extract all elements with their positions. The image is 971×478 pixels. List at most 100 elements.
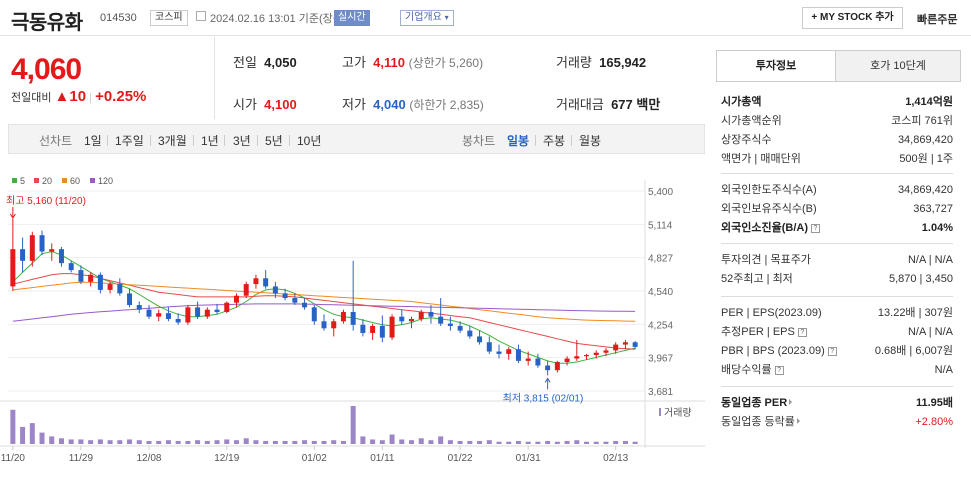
company-overview-dropdown[interactable]: 기업개요 ▾ xyxy=(400,10,454,26)
y-tick-label: 5,400 xyxy=(648,187,673,198)
stat-amount: 거래대금 677 백만 xyxy=(556,94,660,113)
realtime-badge[interactable]: 실시간 xyxy=(334,10,370,26)
info-value: 0.68배 | 6,007원 xyxy=(875,342,953,361)
help-icon[interactable]: ? xyxy=(811,224,820,233)
candle-body xyxy=(185,307,191,323)
info-row: 시가총액순위 코스피 761위 xyxy=(721,112,953,131)
candle-body xyxy=(20,249,26,261)
side-tabs: 투자정보 호가 10단계 xyxy=(716,50,961,82)
volume-bar xyxy=(350,406,356,444)
volume-bar xyxy=(525,441,531,444)
volume-bar xyxy=(165,440,171,444)
stat-lower-limit: (하한가 2,835) xyxy=(409,98,484,112)
current-price: 4,060 xyxy=(11,53,82,86)
info-key-text: 시가총액순위 xyxy=(721,115,782,127)
info-key: 동일업종 PER xyxy=(721,394,793,413)
volume-bar xyxy=(574,440,580,444)
y-tick-label: 5,114 xyxy=(648,220,673,231)
candle-chart-label[interactable]: 봉차트 xyxy=(462,134,496,148)
x-tick-label: 01/11 xyxy=(370,453,395,464)
line-chart-label[interactable]: 선차트 xyxy=(39,134,73,148)
tab-1w[interactable]: 1주일 xyxy=(115,134,144,148)
tab-daily[interactable]: 일봉 xyxy=(507,134,530,148)
volume-bar xyxy=(146,440,152,444)
info-value: 34,869,420 xyxy=(898,131,953,150)
volume-bar xyxy=(175,440,181,444)
chart-period-tabs: 선차트 1일 1주일 3개월 1년 3년 5년 10년 봉차트 일봉 주봉 월봉 xyxy=(8,124,705,154)
tab-10y[interactable]: 10년 xyxy=(297,134,322,148)
help-icon[interactable]: ? xyxy=(774,366,784,375)
stat-low: 저가 4,040 (하한가 2,835) xyxy=(342,94,484,113)
candle-body xyxy=(49,249,55,252)
divider xyxy=(721,243,953,244)
legend-swatch xyxy=(62,178,67,183)
change-percent: +0.25% xyxy=(95,88,147,105)
tab-1d[interactable]: 1일 xyxy=(84,134,102,148)
info-key-text: 외국인한도주식수(A) xyxy=(721,184,817,196)
info-key: 액면가 | 매매단위 xyxy=(721,150,801,169)
stat-volume: 거래량 165,942 xyxy=(556,52,646,71)
tab-weekly[interactable]: 주봉 xyxy=(543,134,566,148)
volume-bar xyxy=(195,440,201,444)
candle-body xyxy=(613,344,619,351)
candle-body xyxy=(175,318,181,323)
x-tick-label: 11/29 xyxy=(69,453,94,464)
tab-3y[interactable]: 3년 xyxy=(233,134,251,148)
tab-3m[interactable]: 3개월 xyxy=(158,134,187,148)
info-row: 52주최고 | 최저 5,870 | 3,450 xyxy=(721,270,953,289)
candlestick-chart[interactable]: 5 20 60 120 5,400 5,114 4,827 4,540 4,254 3,967 3… xyxy=(0,170,705,478)
info-value-text: 13.22배 | 307원 xyxy=(877,307,953,319)
info-value-text: 500원 | 1주 xyxy=(899,153,953,165)
tab-monthly[interactable]: 월봉 xyxy=(579,134,602,148)
volume-bar xyxy=(457,440,463,444)
tab-quote-10[interactable]: 호가 10단계 xyxy=(835,51,960,81)
caret-right-icon[interactable] xyxy=(796,418,800,424)
stat-prev-label: 전일 xyxy=(233,55,257,70)
divider xyxy=(721,386,953,387)
tab-5y[interactable]: 5년 xyxy=(265,134,283,148)
legend-swatch xyxy=(90,178,95,183)
high-annotation: 최고 5,160 (11/20) xyxy=(6,195,86,207)
x-tick-label: 01/02 xyxy=(302,453,327,464)
candle-body xyxy=(146,309,152,317)
candle-body xyxy=(165,313,171,319)
candle-body xyxy=(506,349,512,354)
divider xyxy=(721,173,953,174)
volume-bar xyxy=(302,440,308,444)
candle-body xyxy=(477,336,483,343)
info-value: 1,414억원 xyxy=(905,93,953,112)
candle-body xyxy=(136,305,142,310)
info-key-text: 액면가 | 매매단위 xyxy=(721,153,801,165)
x-axis: 11/20 11/29 12/08 12/19 01/02 01/11 01/22 01/31… xyxy=(1,446,629,464)
volume-bar xyxy=(117,440,123,444)
tab-invest-info[interactable]: 투자정보 xyxy=(717,51,835,81)
candle-body xyxy=(525,358,531,361)
info-key: 시가총액 xyxy=(721,93,761,112)
candle-body xyxy=(117,284,123,294)
y-tick-label: 4,540 xyxy=(648,287,673,298)
tab-1y[interactable]: 1년 xyxy=(201,134,219,148)
help-icon[interactable]: ? xyxy=(827,347,837,356)
candle-body xyxy=(39,235,45,252)
candle-body xyxy=(438,316,444,324)
candle-body xyxy=(486,342,492,352)
info-value-text: N/A | N/A xyxy=(907,326,953,338)
info-value-text: 코스피 761위 xyxy=(891,115,953,127)
fast-order-button[interactable]: 빠른주문 xyxy=(917,14,958,26)
volume-bar xyxy=(272,440,278,444)
candle-body xyxy=(204,309,210,317)
info-key: 배당수익률? xyxy=(721,361,784,380)
add-my-stock-button[interactable]: + MY STOCK 추가 xyxy=(802,7,903,29)
caret-right-icon[interactable] xyxy=(789,399,793,405)
volume-bar xyxy=(68,439,74,444)
candle-body xyxy=(272,286,278,294)
candle-body xyxy=(564,358,570,363)
info-value-text: 1.04% xyxy=(921,222,953,234)
candle-body xyxy=(195,307,201,317)
info-row: 투자의견 | 목표주가 N/A | N/A xyxy=(721,251,953,270)
info-key-text: 시가총액 xyxy=(721,96,762,108)
volume-bar xyxy=(389,434,395,444)
stat-high-label: 고가 xyxy=(342,55,366,70)
help-icon[interactable]: ? xyxy=(797,328,807,337)
volume-bar xyxy=(88,440,94,444)
